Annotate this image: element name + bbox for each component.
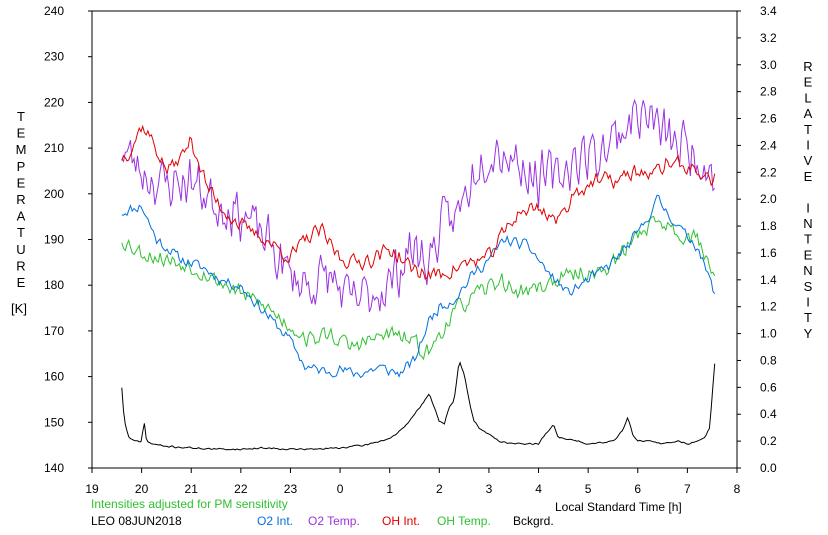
- legend-entry: O2 Int.: [257, 514, 293, 528]
- right-tick-label: 2.8: [760, 85, 777, 99]
- x-tick-label: 8: [734, 482, 741, 496]
- series-line-oh-int: [121, 124, 716, 281]
- x-tick-label: 3: [486, 482, 493, 496]
- x-axis-title: Local Standard Time [h]: [555, 500, 682, 514]
- x-tick-label: 1: [386, 482, 393, 496]
- right-axis-title-letter: E: [804, 169, 813, 184]
- left-axis-title-letter: R: [16, 258, 25, 273]
- right-tick-label: 2.2: [760, 165, 777, 179]
- right-axis-title-letter: E: [804, 75, 813, 90]
- right-tick-label: 1.2: [760, 300, 777, 314]
- right-axis-title-letter: L: [804, 90, 811, 105]
- left-axis-title-letter: T: [17, 225, 25, 240]
- right-tick-label: 1.0: [760, 327, 777, 341]
- legend-entry: OH Int.: [382, 514, 420, 528]
- legend-entry: OH Temp.: [437, 514, 491, 528]
- right-tick-label: 2.0: [760, 192, 777, 206]
- x-tick-label: 5: [585, 482, 592, 496]
- right-tick-label: 0.4: [760, 407, 777, 421]
- series-line-o2-int: [121, 194, 716, 379]
- left-axis-unit: [K]: [11, 301, 27, 316]
- left-axis-title-letter: U: [16, 242, 25, 257]
- legend-entry: Bckgrd.: [513, 514, 554, 528]
- left-tick-label: 200: [44, 187, 64, 201]
- right-tick-label: 0.8: [760, 353, 777, 367]
- plot-frame: [91, 10, 738, 469]
- x-tick-label: 4: [535, 482, 542, 496]
- left-axis-title-letter: M: [16, 142, 27, 157]
- left-axis-title-letter: E: [17, 126, 26, 141]
- x-axis: 19 20 21 22 23 0 1 2 3 4 5 6 7 8: [85, 468, 741, 496]
- right-axis-title-letter: E: [804, 247, 813, 262]
- series-line-o2-temp: [121, 98, 716, 313]
- legend: O2 Int. O2 Temp. OH Int. OH Temp. Bckgrd.: [257, 514, 554, 528]
- right-tick-label: 0.2: [760, 434, 777, 448]
- right-axis-title-letter: T: [804, 122, 812, 137]
- right-tick-label: 3.4: [760, 4, 777, 18]
- left-tick-label: 230: [44, 50, 64, 64]
- x-tick-label: 22: [234, 482, 248, 496]
- right-tick-label: 1.8: [760, 219, 777, 233]
- left-tick-label: 220: [44, 95, 64, 109]
- left-axis: 140 150 160 170 180 190 200 210 220 230 240: [44, 4, 92, 475]
- x-tick-label: 23: [284, 482, 298, 496]
- left-axis-title-letter: P: [17, 159, 26, 174]
- left-tick-label: 210: [44, 141, 64, 155]
- right-axis-title-letter: T: [804, 232, 812, 247]
- right-axis-title-letter: N: [803, 263, 812, 278]
- left-axis-title-letter: E: [17, 275, 26, 290]
- left-tick-label: 160: [44, 370, 64, 384]
- left-axis-title-letter: E: [17, 175, 26, 190]
- right-tick-label: 3.0: [760, 58, 777, 72]
- legend-entry: O2 Temp.: [308, 514, 360, 528]
- right-tick-label: 0.0: [760, 461, 777, 475]
- x-tick-label: 2: [436, 482, 443, 496]
- right-axis-title-letter: V: [804, 153, 813, 168]
- x-tick-label: 19: [85, 482, 99, 496]
- x-tick-label: 20: [135, 482, 149, 496]
- left-tick-label: 180: [44, 278, 64, 292]
- station-date: LEO 08JUN2018: [91, 514, 182, 528]
- right-tick-label: 2.4: [760, 138, 777, 152]
- series-layer: [121, 98, 716, 451]
- left-axis-title-letter: T: [17, 109, 25, 124]
- right-axis-title-letter: I: [806, 295, 810, 310]
- chart-note: Intensities adjusted for PM sensitivity: [91, 497, 288, 511]
- x-tick-label: 7: [684, 482, 691, 496]
- right-axis-title-letter: S: [804, 279, 813, 294]
- left-tick-label: 140: [44, 461, 64, 475]
- left-axis-title-letter: A: [17, 209, 26, 224]
- right-tick-label: 1.6: [760, 246, 777, 260]
- series-line-bckgrd: [121, 361, 716, 451]
- left-tick-label: 240: [44, 4, 64, 18]
- right-axis-title-letter: R: [803, 59, 812, 74]
- right-tick-label: 2.6: [760, 112, 777, 126]
- right-axis-title-letter: Y: [804, 326, 813, 341]
- right-axis: 0.0 0.2 0.4 0.6 0.8 1.0 1.2 1.4 1.6 1.8 2.0 2.2 2.4 2…: [737, 4, 777, 475]
- right-axis-title-letter: I: [806, 138, 810, 153]
- left-tick-label: 150: [44, 415, 64, 429]
- right-axis-title-letter: T: [804, 310, 812, 325]
- x-tick-label: 21: [185, 482, 199, 496]
- left-axis-title-letter: R: [16, 192, 25, 207]
- x-tick-label: 6: [634, 482, 641, 496]
- left-tick-label: 170: [44, 324, 64, 338]
- right-tick-label: 1.4: [760, 273, 777, 287]
- right-tick-label: 3.2: [760, 31, 777, 45]
- right-axis-title-letter: N: [803, 216, 812, 231]
- x-tick-label: 0: [337, 482, 344, 496]
- right-axis-title-letter: I: [806, 200, 810, 215]
- left-tick-label: 190: [44, 233, 64, 247]
- right-tick-label: 0.6: [760, 380, 777, 394]
- right-axis-title-letter: A: [804, 106, 813, 121]
